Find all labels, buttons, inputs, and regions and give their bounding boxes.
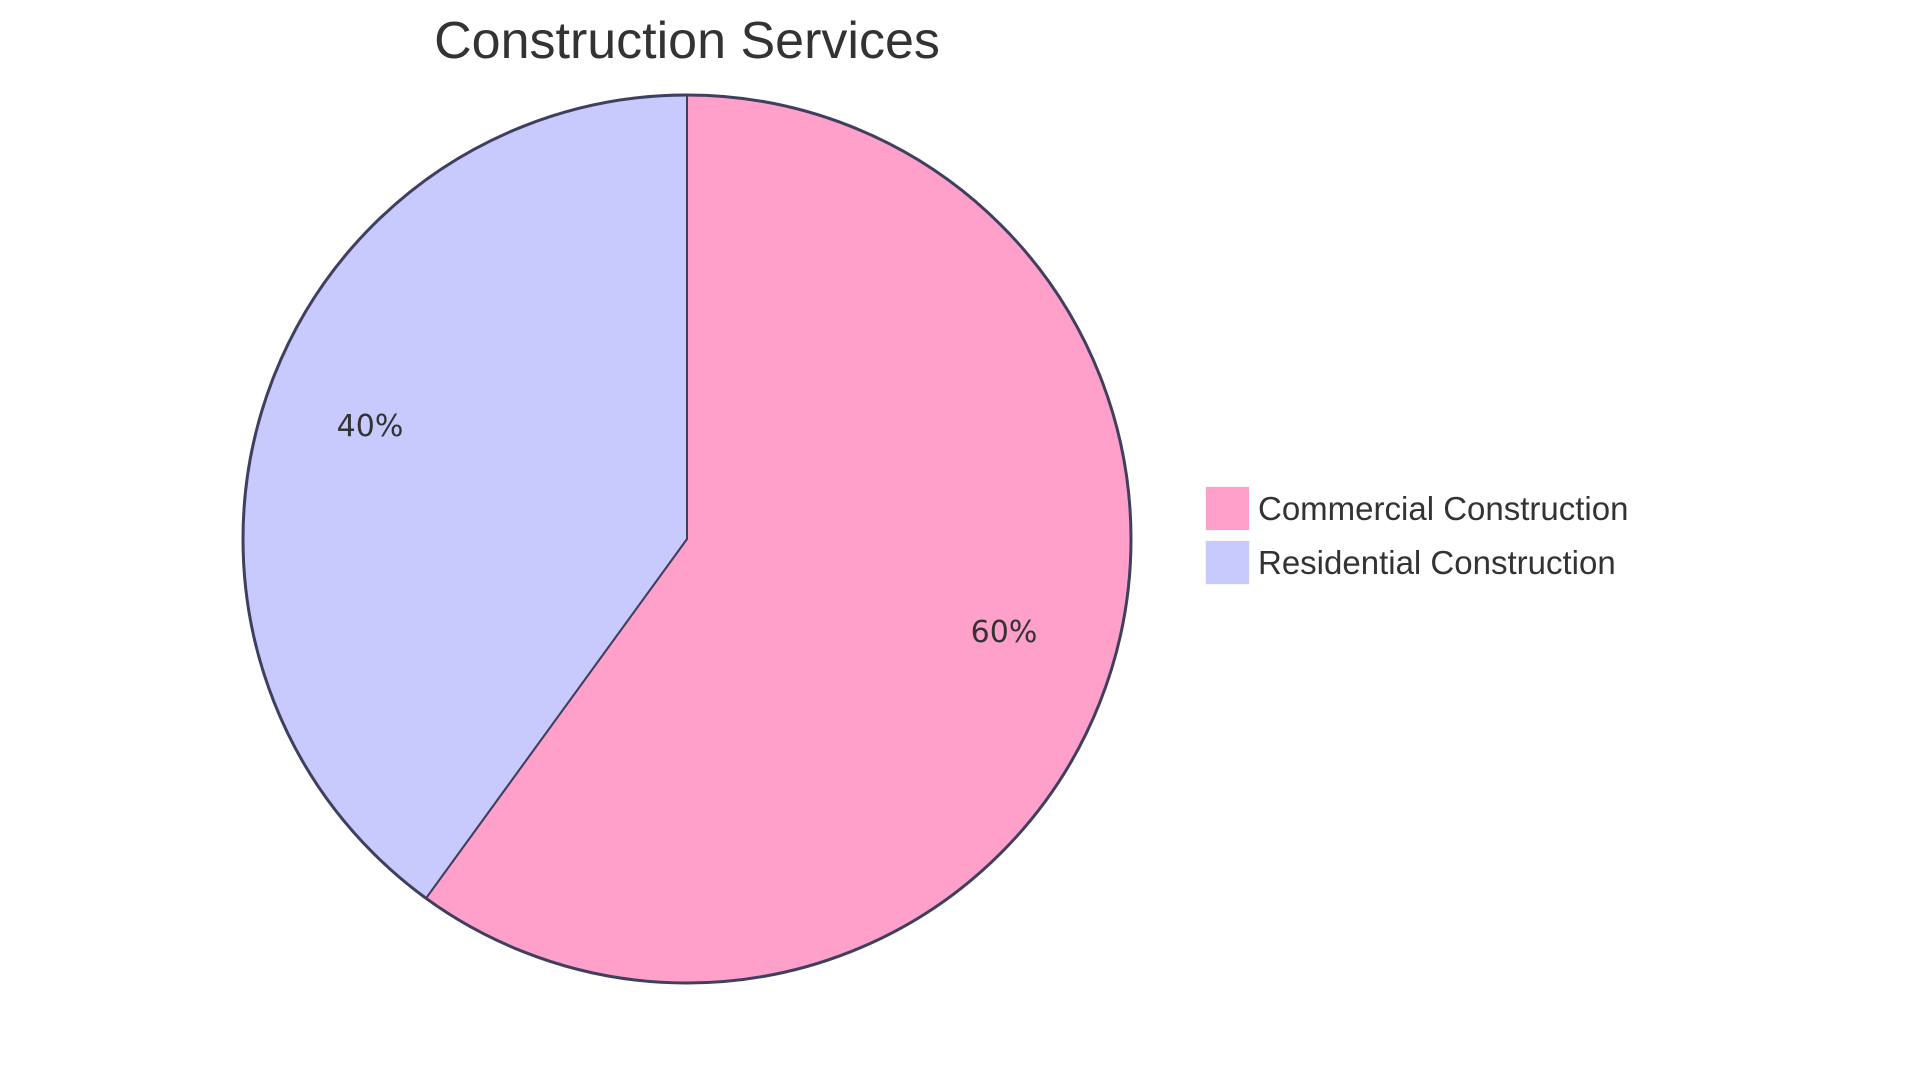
legend-label-residential: Residential Construction (1258, 543, 1616, 581)
pie-slices (241, 93, 1133, 985)
legend-swatch-commercial (1205, 486, 1250, 531)
legend-swatch-residential (1205, 540, 1250, 585)
slice-label-residential: 40% (337, 409, 404, 444)
legend-label-commercial: Commercial Construction (1258, 489, 1629, 527)
chart-title: Construction Services (434, 12, 940, 70)
slice-label-commercial: 60% (971, 615, 1038, 650)
pie-outline (241, 93, 1133, 985)
legend-item-residential: Residential Construction (1205, 540, 1628, 585)
legend: Commercial Construction Residential Cons… (1205, 486, 1628, 594)
legend-item-commercial: Commercial Construction (1205, 486, 1628, 531)
